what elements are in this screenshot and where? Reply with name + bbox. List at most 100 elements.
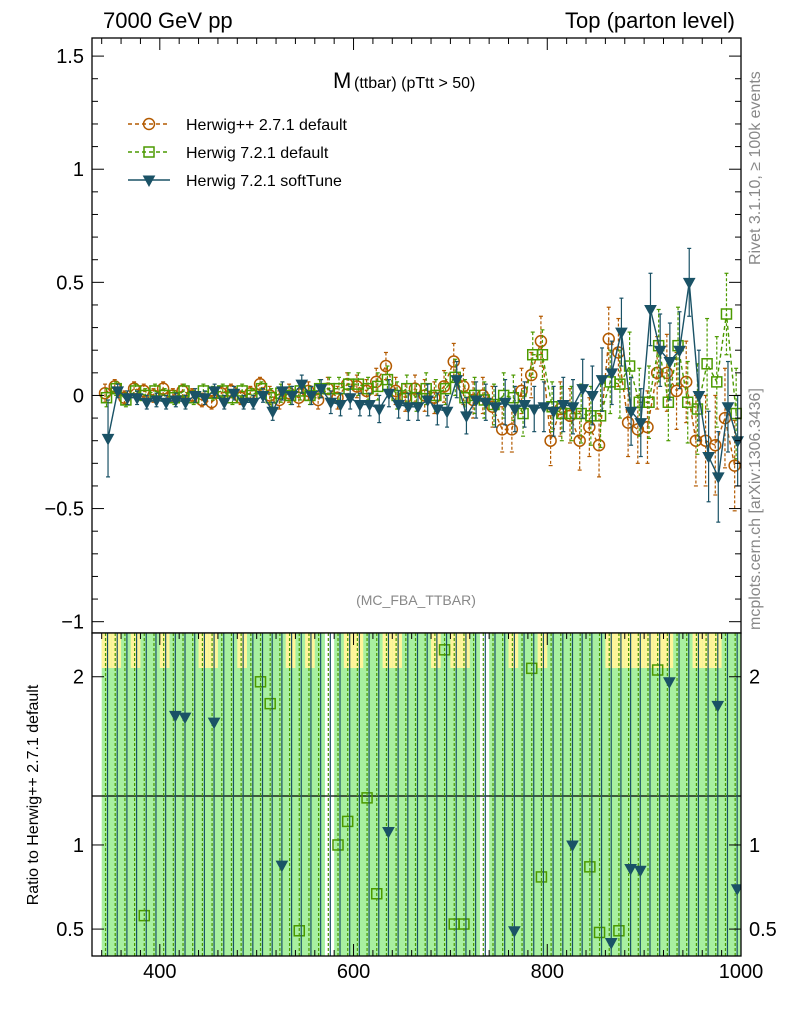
y-tick-label: 0.5 [56, 272, 84, 294]
data-point [227, 388, 241, 401]
data-point [130, 393, 144, 405]
ratio-band-green [702, 633, 713, 956]
ratio-point [254, 676, 267, 688]
data-point [614, 378, 626, 390]
ratio-band-green [721, 633, 732, 956]
data-point [169, 395, 183, 408]
data-point [556, 400, 570, 412]
ratio-band-yellow [285, 633, 296, 668]
ratio-point [663, 677, 676, 689]
mcplots-label: mcplots.cern.ch [arXiv:1306.3436] [747, 388, 764, 630]
data-point [576, 384, 590, 396]
ratio-band-green [595, 633, 606, 956]
ratio-band-yellow [537, 633, 548, 668]
ratio-band-yellow [159, 633, 170, 668]
data-point [534, 334, 548, 348]
x-tick-label: 800 [531, 961, 564, 983]
ratio-band-green [586, 633, 597, 956]
data-point [372, 380, 384, 393]
data-point [469, 395, 483, 408]
data-point [217, 397, 231, 410]
data-point [111, 386, 125, 398]
ratio-band-green [731, 633, 741, 956]
data-point [524, 368, 538, 382]
ratio-band-green [266, 633, 277, 956]
ratio-point [207, 717, 221, 730]
ratio-band-green [547, 633, 558, 956]
ratio-band-green [624, 633, 635, 956]
ratio-band-green [237, 633, 248, 956]
ratio-band-green [208, 633, 219, 956]
data-point [179, 397, 192, 410]
data-point [101, 433, 115, 446]
ratio-band-yellow [101, 633, 112, 668]
ratio-point [332, 839, 344, 851]
y-tick-label: 1 [73, 159, 84, 181]
ratio-point [525, 662, 538, 675]
data-point [440, 406, 454, 419]
ratio-point [138, 909, 151, 922]
legend-label: Herwig 7.2.1 softTune [186, 173, 342, 190]
ratio-band-green [276, 633, 287, 956]
ratio-band-yellow [198, 633, 209, 668]
ratio-band-green [363, 633, 374, 956]
data-point [285, 390, 299, 403]
data-point [479, 397, 493, 410]
ratio-point [711, 700, 725, 713]
data-point [392, 400, 405, 412]
data-point [439, 382, 452, 395]
data-point [379, 359, 393, 373]
ratio-ylabel: Ratio to Herwig++ 2.7.1 default [25, 684, 42, 905]
data-point [421, 395, 435, 408]
data-point [518, 400, 531, 412]
ratio-band-yellow [508, 633, 519, 668]
ratio-band-yellow [702, 633, 713, 668]
plot-title-main: M [333, 68, 351, 93]
data-point [295, 379, 309, 392]
ratio-band-green [353, 633, 364, 956]
data-point [692, 390, 706, 403]
ratio-band-yellow [392, 633, 403, 668]
ratio-band-green [498, 633, 510, 956]
ratio-point [458, 918, 470, 930]
ratio-band-green [527, 633, 539, 956]
data-point [450, 375, 464, 387]
ratio-band-green [634, 633, 645, 956]
data-point [605, 368, 619, 380]
ratio-band-green [711, 633, 723, 956]
ratio-band-yellow [634, 633, 645, 668]
ratio-band-green [314, 633, 325, 956]
data-point [702, 452, 715, 464]
ratio-band-green [295, 633, 306, 956]
ratio-band-green [576, 633, 587, 956]
ratio-band-yellow [711, 633, 723, 668]
data-point [100, 391, 113, 404]
ratio-band-green [159, 633, 170, 956]
data-point [586, 390, 599, 403]
ratio-band-green [188, 633, 200, 956]
ratio-point [633, 865, 647, 878]
data-point [537, 402, 551, 414]
data-point [662, 396, 675, 408]
ratio-band-yellow [692, 633, 703, 668]
data-point [650, 366, 664, 380]
data-point [544, 434, 557, 447]
data-point [150, 395, 163, 408]
data-point [382, 388, 396, 401]
data-point [508, 404, 522, 417]
ratio-band-green [615, 633, 626, 956]
ratio-point [508, 926, 521, 938]
ratio-point [361, 792, 373, 804]
data-point [430, 389, 442, 402]
ratio-band-yellow [450, 633, 461, 668]
y-tick-label: 1.5 [56, 46, 84, 68]
ratio-point [264, 697, 276, 710]
ratio-band-green [246, 633, 258, 956]
data-point [208, 386, 221, 398]
ratio-point [168, 710, 182, 723]
legend-marker [143, 146, 155, 158]
legend-label: Herwig 7.2.1 default [186, 145, 329, 162]
data-point [460, 411, 473, 423]
ratio-band-green [198, 633, 209, 956]
